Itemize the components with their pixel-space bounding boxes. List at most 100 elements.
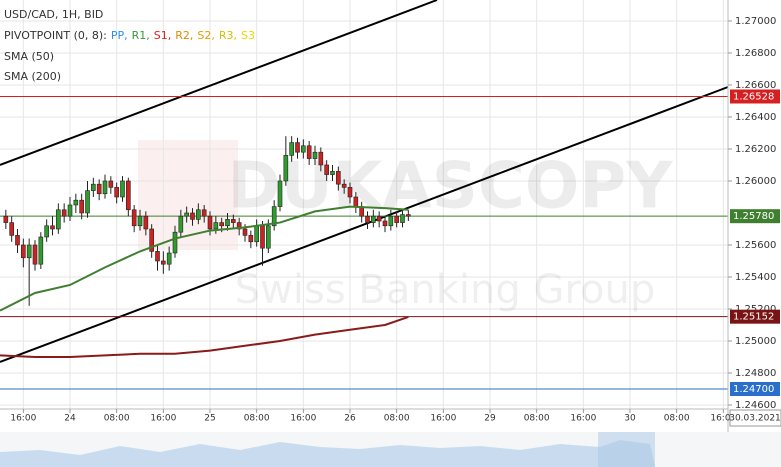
watermark: DUKASCOPY [228,150,674,224]
candle-body [166,252,172,265]
candle-body [382,220,388,227]
candle-body [266,225,271,249]
candle-body [38,236,44,265]
level-badge [730,309,780,324]
level-label: 1.24700 [733,384,774,395]
candle-body [79,199,84,214]
candle-body [114,187,119,198]
level-label: 1.25780 [733,211,774,222]
pivot-name: R3, [219,29,237,42]
level-label: 1.25152 [733,312,774,323]
x-tick-label: 08:00 [104,414,130,424]
x-tick-label: 25 [204,414,215,424]
candle-body [3,215,9,223]
trend-line [0,0,438,166]
sma-line [0,205,409,312]
candle-body [271,206,277,227]
legend-entry: SMA (50) [4,50,54,63]
x-tick-label: 08:00 [244,414,270,424]
candle-body [236,222,242,230]
candle-body [324,164,329,175]
plot [0,95,728,390]
y-tick-label: 1.26200 [735,144,776,155]
candle-body [96,183,102,195]
candle-body [207,215,213,230]
candle-body [161,260,166,265]
candle-body [330,171,335,175]
pivot-name: R1, [132,29,150,42]
candle-body [406,214,411,217]
y-tick-label: 1.25600 [735,240,776,251]
candle-body [120,180,125,198]
candle-body [9,222,14,236]
candle-body [231,219,236,223]
candle-body [91,183,96,191]
candle-body [225,219,230,227]
candle-body [32,244,38,265]
candle-body [365,215,370,223]
candle-body [336,171,341,185]
candle-body [213,222,219,230]
candle-body [219,222,224,227]
trend-line [0,86,729,363]
candle-body [15,235,20,246]
candle-body [61,209,67,217]
x-tick-label: 30 [624,414,636,424]
candle-body [67,204,73,217]
candle-body [306,145,312,159]
candle-body [242,228,248,236]
candle-body [155,251,160,262]
y-tick-label: 1.25000 [735,336,776,347]
pivot-name: R2, [175,29,193,42]
candle-body [149,228,154,252]
candle-body [318,151,324,166]
y-tick-label: 1.26000 [735,176,776,187]
candle-body [184,212,189,217]
candle-body [85,190,90,214]
x-tick-label: 26 [344,414,356,424]
chart-title: USD/CAD, 1H, BID [4,8,103,21]
candle-body [347,187,353,198]
candle-body [394,215,399,223]
x-tick-label: 16:00 [150,414,176,424]
candle-body [283,155,289,182]
candle-body [371,215,376,223]
candle-body [131,209,137,227]
y-tick-label: 1.24800 [735,368,776,379]
candle-body [301,145,306,153]
y-tick-label: 1.27000 [735,16,776,27]
y-tick-label: 1.25400 [735,272,776,283]
x-tick-label: 16:00 [10,414,36,424]
candle-body [341,183,347,188]
candle-body [353,196,359,207]
y-tick-label: 1.25200 [735,304,776,315]
candle-body [108,180,114,188]
candle-body [178,215,184,233]
watermark: Swiss Banking Group [235,267,655,313]
date-label: 30.03.2021 [729,414,781,424]
candle-body [289,142,294,156]
x-tick-label: 16:00 [710,414,736,424]
candle-body [254,225,259,243]
x-tick-label: 16:00 [570,414,596,424]
date-box [729,409,781,427]
level-badge [730,89,780,104]
candle-body [248,235,254,243]
x-tick-label: 16:00 [290,414,316,424]
candle-body [26,244,32,259]
y-tick-label: 1.24600 [735,400,776,411]
axes: 1.27000 1.26800 1.26600 1.26400 1.26200 1.260… [10,16,780,424]
candle-body [172,231,178,254]
candle-body [102,180,108,195]
pivot-name: S3 [241,29,255,42]
pivot-name: PP, [111,29,128,42]
candle-body [126,180,131,211]
candle-body [44,225,49,238]
candle-body [295,142,300,153]
navigator-window [598,432,655,467]
candle-body [376,215,382,222]
y-tick-label: 1.26800 [735,48,776,59]
x-tick-label: 16:00 [430,414,456,424]
x-tick-label: 08:00 [384,414,410,424]
